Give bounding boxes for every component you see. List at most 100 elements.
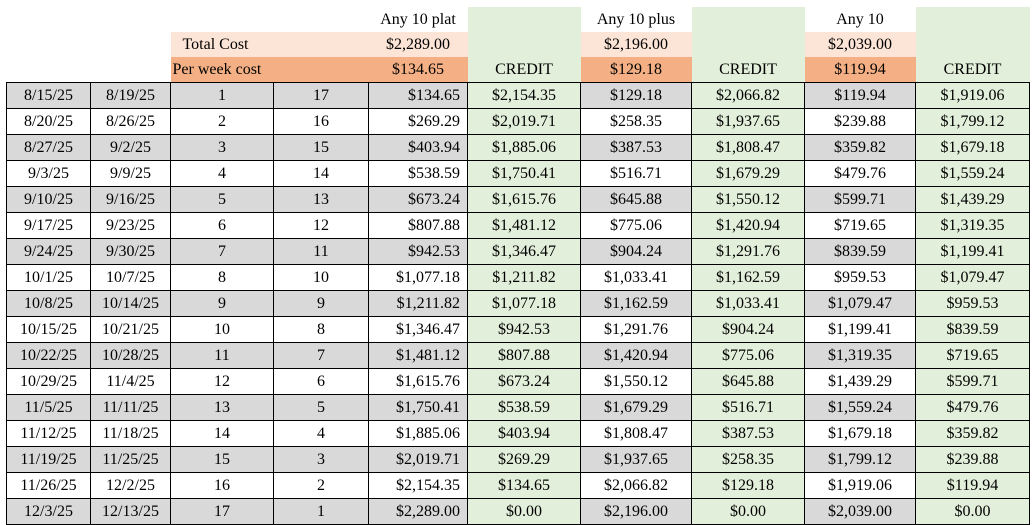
per-week-cost-label: Per week cost [170, 57, 369, 83]
cost-any10-cell: $839.59 [804, 238, 916, 265]
credit-any10-cell: $599.71 [915, 368, 1030, 395]
start-date-cell: 9/3/25 [6, 160, 91, 187]
total-cost-any10: $2,039.00 [804, 32, 916, 57]
cost-plat-cell: $1,885.06 [368, 420, 468, 447]
cost-plus-cell: $2,066.82 [580, 472, 692, 499]
table-row: 11/19/25 11/25/25 15 3 $2,019.71 $269.29 $1,93… [6, 446, 1030, 473]
start-date-cell: 11/26/25 [6, 472, 91, 499]
cost-plus-cell: $516.71 [580, 160, 692, 187]
cost-any10-cell: $1,439.29 [804, 368, 916, 395]
cost-plat-cell: $269.29 [368, 108, 468, 135]
table-row: 12/3/25 12/13/25 17 1 $2,289.00 $0.00 $2,196.0… [6, 498, 1030, 525]
cost-plat-cell: $403.94 [368, 134, 468, 161]
credit-plat-cell: $538.59 [467, 394, 581, 421]
credit-any10-cell: $1,079.47 [915, 264, 1030, 291]
cost-plat-cell: $1,481.12 [368, 342, 468, 369]
cost-plus-cell: $258.35 [580, 108, 692, 135]
weeks-remaining-cell: 4 [273, 420, 369, 447]
credit-plat-cell: $403.94 [467, 420, 581, 447]
cost-any10-cell: $1,799.12 [804, 446, 916, 473]
plan-name-any10: Any 10 [836, 10, 884, 28]
per-week-cost-row: Per week cost $134.65 CREDIT $129.18 CRE… [7, 57, 1030, 83]
table-row: 9/3/25 9/9/25 4 14 $538.59 $1,750.41 $516.71 $1… [6, 160, 1030, 187]
cost-plat-cell: $1,615.76 [368, 368, 468, 395]
cost-plus-cell: $775.06 [580, 212, 692, 239]
start-date-cell: 10/1/25 [6, 264, 91, 291]
credit-plus-cell: $1,937.65 [691, 108, 805, 135]
cost-plat-cell: $1,077.18 [368, 264, 468, 291]
weeks-remaining-cell: 16 [273, 108, 369, 135]
start-date-cell: 10/22/25 [6, 342, 91, 369]
credit-plus-cell: $1,162.59 [691, 264, 805, 291]
cost-plat-cell: $942.53 [368, 238, 468, 265]
cost-plus-cell: $1,808.47 [580, 420, 692, 447]
credit-plat-cell: $1,481.12 [467, 212, 581, 239]
table-row: 8/15/25 8/19/25 1 17 $134.65 $2,154.35 $129.18… [6, 82, 1030, 109]
cost-plus-cell: $2,196.00 [580, 498, 692, 525]
credit-plat-cell: $1,346.47 [467, 238, 581, 265]
end-date-cell: 11/11/25 [90, 394, 171, 421]
cost-plus-cell: $1,162.59 [580, 290, 692, 317]
week-number-cell: 9 [170, 290, 274, 317]
credit-any10-cell: $1,319.35 [915, 212, 1030, 239]
total-cost-row: Total Cost $2,289.00 $2,196.00 $2,039.00 [7, 32, 1030, 57]
credit-header-plat: CREDIT [467, 57, 581, 83]
end-date-cell: 8/26/25 [90, 108, 171, 135]
cost-any10-cell: $599.71 [804, 186, 916, 213]
start-date-cell: 11/5/25 [6, 394, 91, 421]
credit-any10-cell: $1,439.29 [915, 186, 1030, 213]
end-date-cell: 12/2/25 [90, 472, 171, 499]
week-number-cell: 17 [170, 498, 274, 525]
credit-plat-cell: $1,885.06 [467, 134, 581, 161]
table-row: 10/22/25 10/28/25 11 7 $1,481.12 $807.88 $1,42… [6, 342, 1030, 369]
cost-plus-cell: $1,420.94 [580, 342, 692, 369]
cost-plat-cell: $1,346.47 [368, 316, 468, 343]
cost-plus-cell: $1,550.12 [580, 368, 692, 395]
weeks-remaining-cell: 14 [273, 160, 369, 187]
credit-plus-cell: $904.24 [691, 316, 805, 343]
credit-plus-cell: $0.00 [691, 498, 805, 525]
cost-plus-cell: $129.18 [580, 82, 692, 109]
credit-any10-cell: $839.59 [915, 316, 1030, 343]
end-date-cell: 10/14/25 [90, 290, 171, 317]
credit-plat-cell: $0.00 [467, 498, 581, 525]
credit-plat-cell: $942.53 [467, 316, 581, 343]
credit-any10-cell: $1,919.06 [915, 82, 1030, 109]
cost-any10-cell: $719.65 [804, 212, 916, 239]
table-row: 11/5/25 11/11/25 13 5 $1,750.41 $538.59 $1,679… [6, 394, 1030, 421]
end-date-cell: 9/16/25 [90, 186, 171, 213]
start-date-cell: 9/24/25 [6, 238, 91, 265]
cost-any10-cell: $239.88 [804, 108, 916, 135]
credit-header-any10: CREDIT [915, 57, 1030, 83]
weeks-remaining-cell: 15 [273, 134, 369, 161]
cost-plat-cell: $807.88 [368, 212, 468, 239]
plan-name-plus: Any 10 plus [596, 10, 676, 28]
cost-plus-cell: $904.24 [580, 238, 692, 265]
cost-plus-cell: $645.88 [580, 186, 692, 213]
cost-plat-cell: $134.65 [368, 82, 468, 109]
credit-plat-cell: $1,750.41 [467, 160, 581, 187]
cost-plat-cell: $2,019.71 [368, 446, 468, 473]
cost-any10-cell: $359.82 [804, 134, 916, 161]
credit-plat-cell: $673.24 [467, 368, 581, 395]
weeks-remaining-cell: 7 [273, 342, 369, 369]
end-date-cell: 9/23/25 [90, 212, 171, 239]
cost-plat-cell: $673.24 [368, 186, 468, 213]
start-date-cell: 9/10/25 [6, 186, 91, 213]
week-number-cell: 12 [170, 368, 274, 395]
table-row: 9/17/25 9/23/25 6 12 $807.88 $1,481.12 $775.06… [6, 212, 1030, 239]
credit-plus-cell: $645.88 [691, 368, 805, 395]
weeks-remaining-cell: 9 [273, 290, 369, 317]
table-row: 9/24/25 9/30/25 7 11 $942.53 $1,346.47 $904.24… [6, 238, 1030, 265]
end-date-cell: 11/25/25 [90, 446, 171, 473]
credit-any10-cell: $1,559.24 [915, 160, 1030, 187]
start-date-cell: 9/17/25 [6, 212, 91, 239]
cost-plus-cell: $1,291.76 [580, 316, 692, 343]
table-row: 9/10/25 9/16/25 5 13 $673.24 $1,615.76 $645.88… [6, 186, 1030, 213]
cost-plat-cell: $2,289.00 [368, 498, 468, 525]
credit-plat-cell: $1,077.18 [467, 290, 581, 317]
credit-plus-cell: $1,679.29 [691, 160, 805, 187]
credit-plat-cell: $134.65 [467, 472, 581, 499]
cost-plat-cell: $1,750.41 [368, 394, 468, 421]
start-date-cell: 12/3/25 [6, 498, 91, 525]
